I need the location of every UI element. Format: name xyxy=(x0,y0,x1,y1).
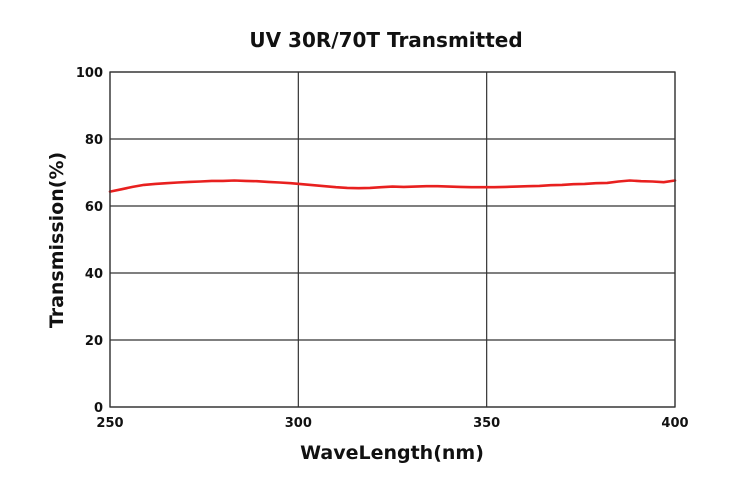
x-tick-label: 350 xyxy=(473,416,500,431)
y-axis-label: Transmission(%) xyxy=(46,152,68,328)
chart-title: UV 30R/70T Transmitted xyxy=(249,28,522,52)
y-tick-label: 100 xyxy=(76,66,103,81)
plot-frame xyxy=(109,71,676,408)
grid xyxy=(109,71,676,408)
y-tick-labels: 0 20 40 60 80 100 xyxy=(76,66,103,416)
transmission-series-line xyxy=(108,179,677,193)
series-layer xyxy=(108,179,677,193)
y-tick-label: 20 xyxy=(85,334,103,349)
x-tick-label: 400 xyxy=(661,416,688,431)
y-tick-label: 0 xyxy=(94,401,103,416)
x-axis-label: WaveLength(nm) xyxy=(300,442,484,464)
x-tick-labels: 250 300 350 400 xyxy=(96,416,688,431)
y-tick-label: 80 xyxy=(85,133,103,148)
y-tick-label: 40 xyxy=(85,267,103,282)
x-tick-label: 250 xyxy=(96,416,123,431)
x-tick-label: 300 xyxy=(285,416,312,431)
y-tick-label: 60 xyxy=(85,200,103,215)
